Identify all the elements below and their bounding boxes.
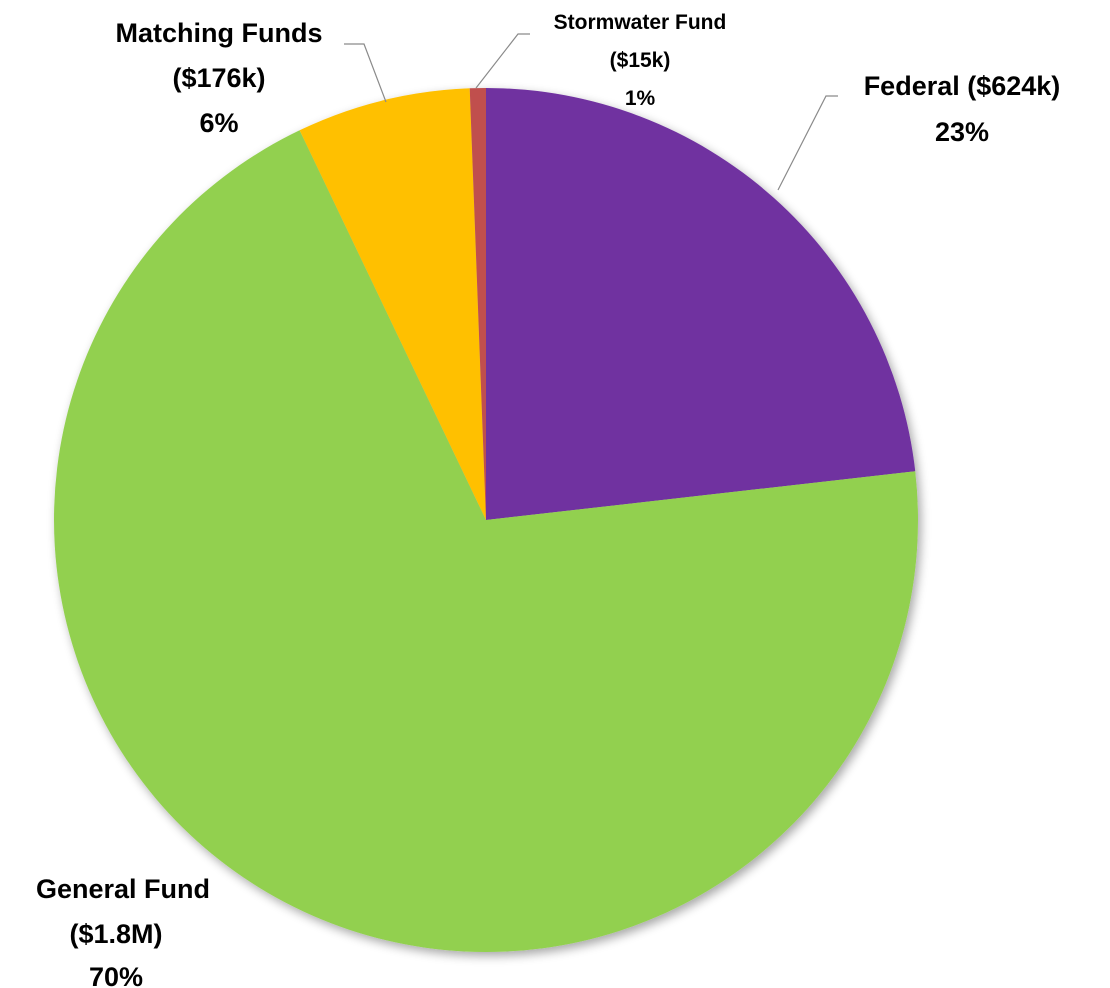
pie-slice-stormwater: [469, 88, 486, 520]
slice-label-federal: Federal ($624k) 23%: [864, 71, 1061, 147]
slice-label-general-fund: General Fund ($1.8M) 70%: [36, 874, 210, 988]
slice-label-matching-funds-name: Matching Funds: [116, 18, 323, 48]
slice-label-stormwater: Stormwater Fund ($15k) 1%: [554, 11, 727, 110]
slice-label-federal-name: Federal ($624k): [864, 71, 1061, 101]
leader-line-federal: [777, 95, 838, 191]
slice-label-matching-funds: Matching Funds ($176k) 6%: [116, 18, 323, 138]
pie-slices: [53, 88, 918, 953]
slice-label-matching-funds-percent: 6%: [199, 108, 238, 138]
pie-slice-federal: [486, 88, 916, 520]
leader-line-stormwater: [475, 33, 530, 89]
slice-label-stormwater-amount: ($15k): [610, 49, 671, 72]
slice-label-general-fund-amount: ($1.8M): [69, 919, 162, 949]
slice-label-general-fund-percent: 70%: [89, 962, 143, 988]
slice-label-stormwater-percent: 1%: [625, 87, 656, 110]
slice-label-matching-funds-amount: ($176k): [172, 63, 265, 93]
slice-label-stormwater-name: Stormwater Fund: [554, 11, 727, 34]
pie-slice-general-fund: [53, 130, 918, 953]
slice-label-general-fund-name: General Fund: [36, 874, 210, 904]
leader-lines: [344, 33, 838, 191]
leader-line-matching-funds: [344, 43, 387, 103]
slice-label-federal-percent: 23%: [935, 117, 989, 147]
pie-slice-matching-funds: [299, 88, 486, 520]
